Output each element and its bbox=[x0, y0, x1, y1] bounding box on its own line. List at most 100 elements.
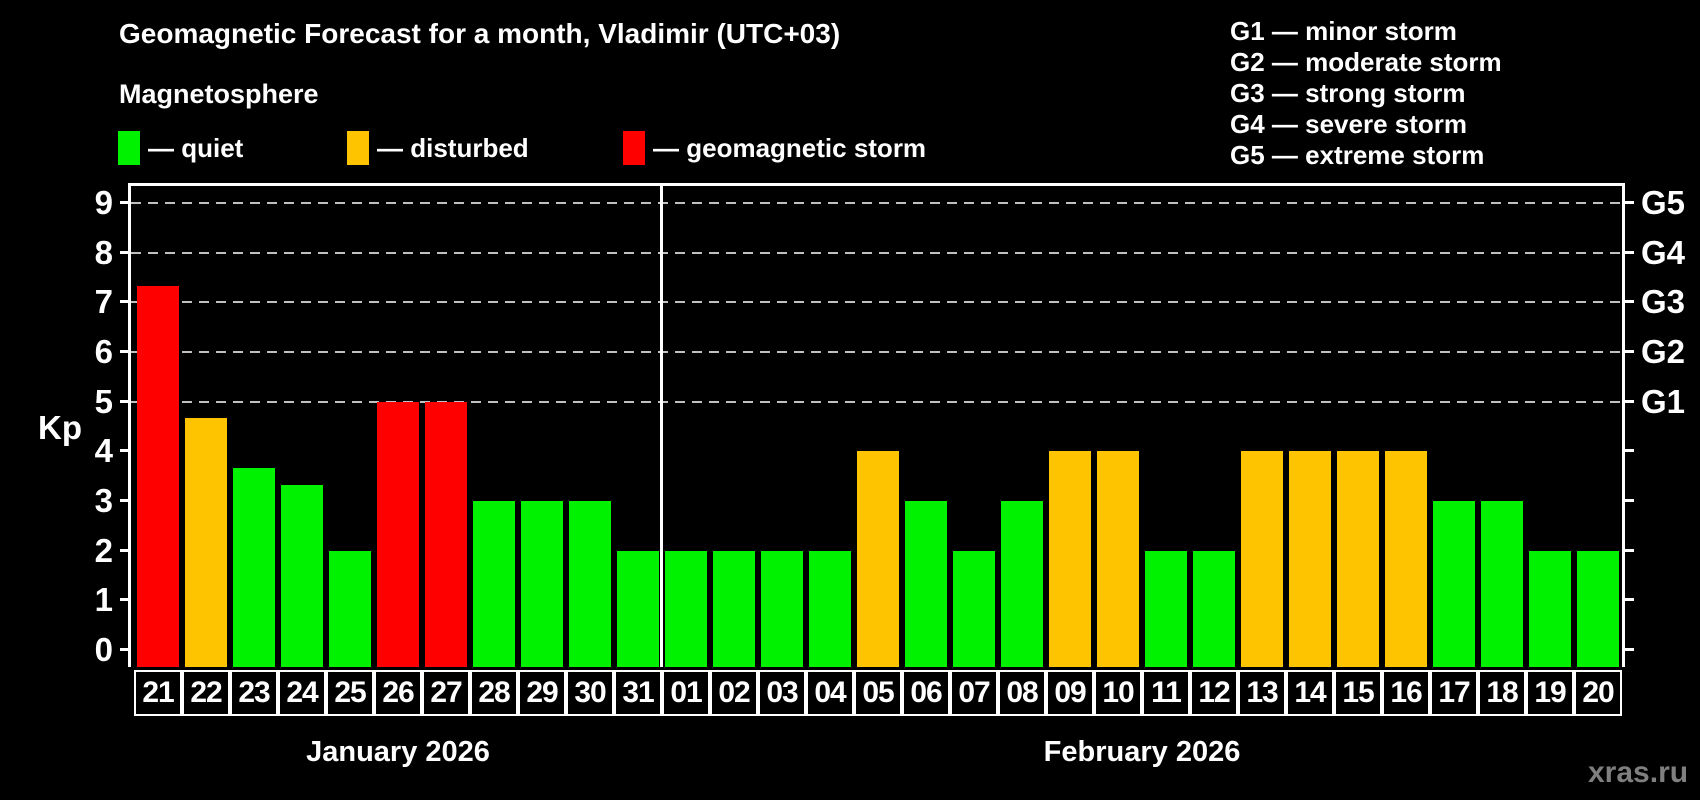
y-axis-tick-label: 9 bbox=[94, 183, 113, 221]
kp-bar-day-26 bbox=[377, 401, 419, 667]
g-scale-item: G3 — strong storm bbox=[1230, 78, 1466, 108]
left-axis-tick bbox=[120, 498, 129, 502]
kp-bar-day-04 bbox=[809, 550, 851, 667]
right-axis-tick bbox=[1625, 250, 1634, 254]
kp-bar-day-24 bbox=[281, 484, 323, 667]
kp-bar-day-18 bbox=[1481, 500, 1523, 667]
date-cell-22: 22 bbox=[182, 670, 230, 716]
date-cell-01: 01 bbox=[662, 670, 710, 716]
kp-bar-day-31 bbox=[617, 550, 659, 667]
left-axis-tick bbox=[120, 548, 129, 552]
date-cell-11: 11 bbox=[1142, 670, 1190, 716]
date-cell-12: 12 bbox=[1190, 670, 1238, 716]
legend-label: — disturbed bbox=[377, 132, 529, 163]
page-title: Geomagnetic Forecast for a month, Vladim… bbox=[119, 18, 841, 49]
left-axis-tick bbox=[120, 449, 129, 453]
y-axis-tick-label: 3 bbox=[94, 481, 113, 519]
chart-subtitle: Magnetosphere bbox=[119, 79, 319, 109]
legend-label: — quiet bbox=[148, 132, 244, 163]
y-axis-tick-label: 7 bbox=[94, 283, 113, 321]
g-scale-item: G5 — extreme storm bbox=[1230, 140, 1485, 170]
left-axis-tick bbox=[120, 648, 129, 651]
g-axis-label-g5: G5 bbox=[1641, 183, 1686, 221]
g-axis-label-g3: G3 bbox=[1641, 283, 1686, 321]
date-cell-23: 23 bbox=[230, 670, 278, 716]
kp-bar-day-09 bbox=[1049, 451, 1091, 667]
left-axis-tick bbox=[120, 200, 129, 204]
kp-bar-day-08 bbox=[1001, 500, 1043, 667]
g-scale-item: G2 — moderate storm bbox=[1230, 47, 1502, 77]
date-cell-18: 18 bbox=[1478, 670, 1526, 716]
right-axis-tick bbox=[1625, 300, 1634, 304]
kp-bar-day-06 bbox=[905, 500, 947, 667]
kp-bar-day-30 bbox=[569, 500, 611, 667]
gridline-kp5 bbox=[131, 400, 1620, 403]
y-axis-tick-label: 0 bbox=[94, 631, 113, 668]
date-cell-14: 14 bbox=[1286, 670, 1334, 716]
gridline-kp9 bbox=[131, 201, 1620, 204]
month-divider-line bbox=[659, 183, 663, 667]
kp-bar-day-12 bbox=[1193, 550, 1235, 667]
date-cell-04: 04 bbox=[806, 670, 854, 716]
right-axis-tick bbox=[1625, 548, 1634, 552]
date-cell-30: 30 bbox=[566, 670, 614, 716]
y-axis-tick-label: 8 bbox=[94, 233, 113, 271]
kp-bar-day-11 bbox=[1145, 550, 1187, 667]
kp-bar-day-25 bbox=[329, 550, 371, 667]
date-cell-25: 25 bbox=[326, 670, 374, 716]
date-cell-31: 31 bbox=[614, 670, 662, 716]
kp-bar-day-21 bbox=[137, 285, 179, 667]
y-axis-tick-label: 2 bbox=[94, 531, 113, 569]
g-scale-item: G1 — minor storm bbox=[1230, 16, 1457, 46]
date-cell-09: 09 bbox=[1046, 670, 1094, 716]
kp-bar-day-13 bbox=[1241, 451, 1283, 667]
date-cell-07: 07 bbox=[950, 670, 998, 716]
right-axis-tick bbox=[1625, 200, 1634, 204]
watermark: xras.ru bbox=[1588, 756, 1689, 789]
right-axis-tick bbox=[1625, 498, 1634, 502]
date-cell-03: 03 bbox=[758, 670, 806, 716]
date-cell-27: 27 bbox=[422, 670, 470, 716]
kp-bar-day-29 bbox=[521, 500, 563, 667]
kp-bar-day-10 bbox=[1097, 451, 1139, 667]
date-cell-24: 24 bbox=[278, 670, 326, 716]
plot-border bbox=[128, 183, 1625, 667]
right-axis-tick bbox=[1625, 648, 1634, 651]
quiet-color-swatch bbox=[118, 131, 140, 165]
date-cell-13: 13 bbox=[1238, 670, 1286, 716]
kp-bar-day-23 bbox=[233, 467, 275, 667]
right-axis-tick bbox=[1625, 399, 1634, 403]
date-cell-15: 15 bbox=[1334, 670, 1382, 716]
date-cell-21: 21 bbox=[134, 670, 182, 716]
legend-item-quiet: — quiet bbox=[118, 131, 243, 165]
date-cell-05: 05 bbox=[854, 670, 902, 716]
g-scale-item: G4 — severe storm bbox=[1230, 109, 1468, 139]
y-axis-tick-label: 5 bbox=[94, 382, 113, 420]
gridline-kp8 bbox=[131, 251, 1620, 254]
date-cell-17: 17 bbox=[1430, 670, 1478, 716]
kp-bar-day-19 bbox=[1529, 550, 1571, 667]
kp-bar-day-16 bbox=[1385, 451, 1427, 667]
kp-bar-day-28 bbox=[473, 500, 515, 667]
gridline-kp6 bbox=[131, 350, 1620, 353]
kp-bar-day-17 bbox=[1433, 500, 1475, 667]
kp-bar-day-27 bbox=[425, 401, 467, 667]
g-axis-label-g2: G2 bbox=[1641, 332, 1686, 370]
kp-bar-day-14 bbox=[1289, 451, 1331, 667]
kp-bar-day-03 bbox=[761, 550, 803, 667]
date-cell-02: 02 bbox=[710, 670, 758, 716]
kp-bar-day-22 bbox=[185, 418, 227, 667]
date-cell-28: 28 bbox=[470, 670, 518, 716]
kp-bar-day-05 bbox=[857, 451, 899, 667]
right-axis-tick bbox=[1625, 449, 1634, 453]
date-cell-20: 20 bbox=[1574, 670, 1622, 716]
y-axis-tick-label: 6 bbox=[94, 332, 113, 370]
legend-item-disturbed: — disturbed bbox=[347, 131, 529, 165]
date-cell-08: 08 bbox=[998, 670, 1046, 716]
y-axis-tick-label: 4 bbox=[94, 432, 113, 470]
left-axis-tick bbox=[120, 250, 129, 254]
kp-bar-day-02 bbox=[713, 550, 755, 667]
y-axis-title: Kp bbox=[38, 409, 82, 446]
date-cell-19: 19 bbox=[1526, 670, 1574, 716]
date-cell-26: 26 bbox=[374, 670, 422, 716]
